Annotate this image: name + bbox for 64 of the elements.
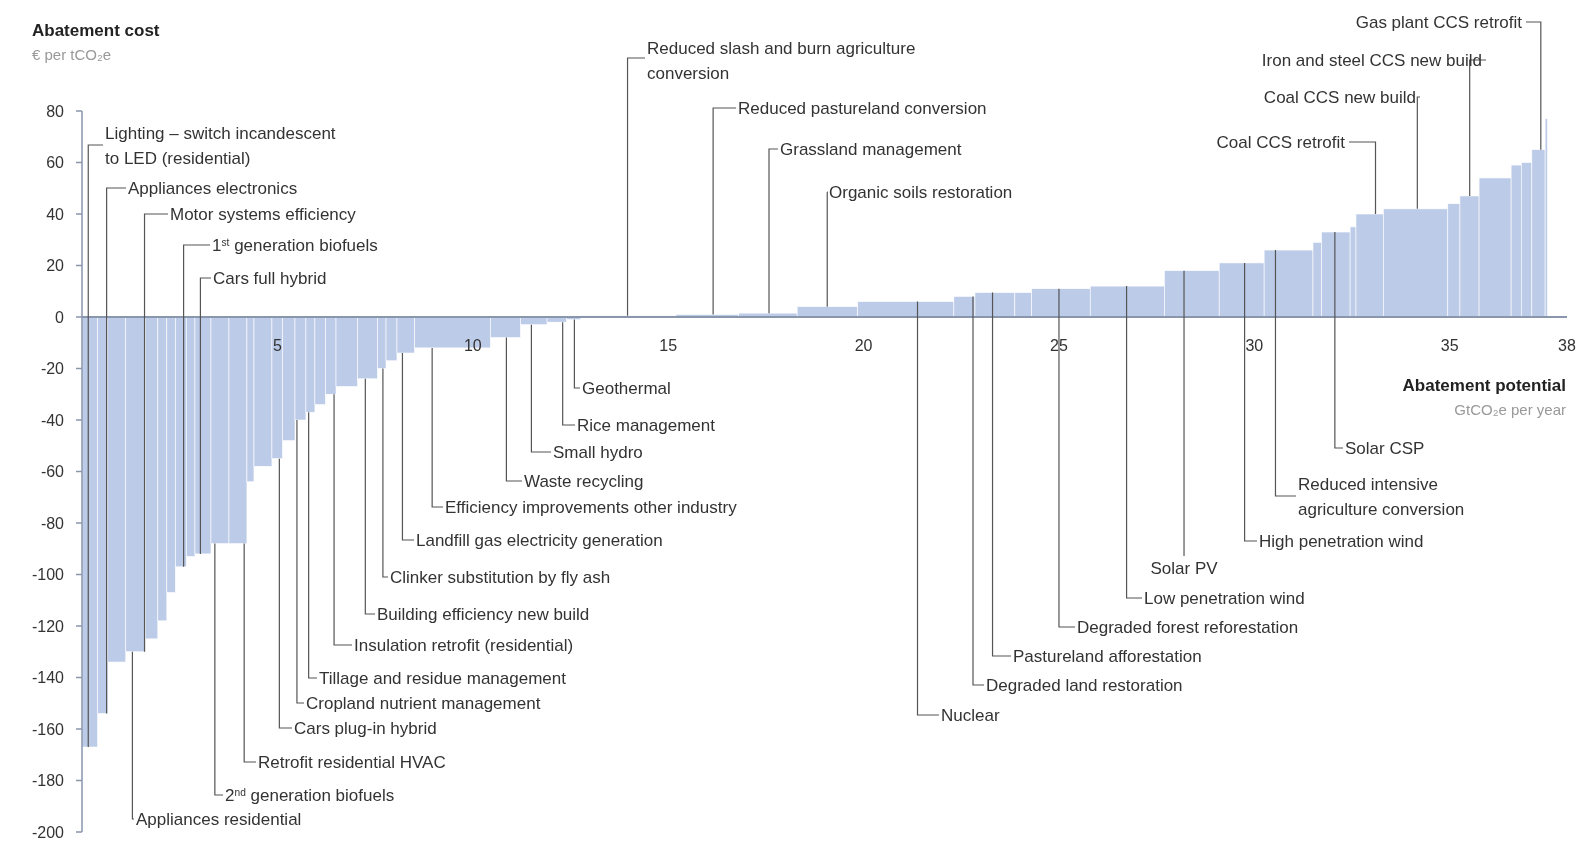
annotation: Cropland nutrient management bbox=[306, 693, 541, 713]
annotation: 1$^{st}$ generation biofuels bbox=[212, 235, 378, 255]
annotation: Geothermal bbox=[582, 378, 671, 398]
annotation: Insulation retrofit (residential) bbox=[354, 635, 574, 655]
annotation: Solar CSP bbox=[1345, 438, 1425, 458]
annotation: Small hydro bbox=[553, 442, 643, 462]
annotation: Solar PV bbox=[1150, 559, 1219, 578]
x-tick-label: 5 bbox=[272, 337, 282, 354]
annotation: Tillage and residue management bbox=[319, 668, 567, 688]
annotation: Degraded forest reforestation bbox=[1077, 617, 1299, 637]
y-tick-label: -100 bbox=[31, 566, 65, 584]
y-tick-label: -60 bbox=[40, 463, 65, 481]
y-tick-label: 20 bbox=[46, 257, 65, 275]
x-axis-title: Abatement potential bbox=[1402, 376, 1566, 395]
annotation: Building efficiency new build bbox=[377, 604, 590, 624]
annotation: Appliances residential bbox=[136, 809, 302, 829]
y-tick-label: 80 bbox=[46, 102, 65, 120]
annotation: Nuclear bbox=[941, 705, 1000, 725]
annotation: Landfill gas electricity generation bbox=[416, 530, 663, 550]
y-tick-label: 40 bbox=[46, 205, 65, 223]
y-tick-label: -140 bbox=[31, 669, 65, 687]
annotation: Pastureland afforestation bbox=[1013, 646, 1202, 666]
x-tick-label: 38 bbox=[1558, 337, 1576, 354]
annotation: Appliances electronics bbox=[128, 178, 298, 198]
x-tick-label: 20 bbox=[854, 337, 873, 354]
annotation: Gas plant CCS retrofit bbox=[1355, 12, 1523, 32]
y-tick-label: -160 bbox=[31, 720, 65, 738]
y-tick-label: -180 bbox=[31, 772, 65, 790]
x-tick-label: 25 bbox=[1050, 337, 1068, 354]
annotation: Cars plug-in hybrid bbox=[294, 718, 437, 738]
annotation: Cars full hybrid bbox=[213, 268, 327, 288]
x-tick-label: 35 bbox=[1440, 337, 1459, 354]
annotation: Iron and steel CCS new build bbox=[1261, 50, 1482, 70]
y-tick-label: 0 bbox=[55, 308, 65, 326]
y-tick-label: -120 bbox=[31, 617, 65, 635]
annotation: High penetration wind bbox=[1259, 531, 1424, 551]
annotation: GtCO₂e per year bbox=[1454, 401, 1566, 418]
y-axis-title: Abatement cost bbox=[32, 21, 160, 40]
y-tick-label: -200 bbox=[31, 823, 65, 841]
annotation: Rice management bbox=[577, 415, 716, 435]
annotation: Degraded land restoration bbox=[986, 675, 1183, 695]
annotation: Grassland management bbox=[780, 139, 962, 159]
text: € per tCO₂e bbox=[32, 46, 112, 63]
annotation: Reduced slash and burn agriculture conversion bbox=[647, 38, 916, 83]
annotation: Waste recycling bbox=[524, 471, 644, 491]
annotation: 2$^{nd}$ generation biofuels bbox=[225, 785, 395, 805]
annotation: Organic soils restoration bbox=[829, 182, 1013, 202]
annotation: Reduced pastureland conversion bbox=[738, 98, 987, 118]
y-tick-label: -80 bbox=[40, 514, 65, 532]
x-tick-label: 30 bbox=[1245, 337, 1264, 354]
y-tick-label: 60 bbox=[46, 154, 65, 172]
annotation: Retrofit residential HVAC bbox=[258, 752, 446, 772]
x-tick-label: 15 bbox=[659, 337, 678, 354]
annotation: Low penetration wind bbox=[1144, 588, 1305, 608]
annotation: Reduced intensive agriculture conversion bbox=[1298, 474, 1465, 519]
x-tick-label: 10 bbox=[463, 337, 482, 354]
annotation: Efficiency improvements other industry bbox=[445, 497, 738, 517]
annotation: Coal CCS new build bbox=[1263, 87, 1416, 107]
annotation: Clinker substitution by fly ash bbox=[390, 567, 611, 587]
annotation: Coal CCS retrofit bbox=[1216, 132, 1346, 152]
y-tick-label: -40 bbox=[40, 411, 65, 429]
y-tick-label: -20 bbox=[40, 360, 65, 378]
annotation: Motor systems efficiency bbox=[170, 204, 357, 224]
annotation: Lighting – switch incandescent to LED (residential) bbox=[105, 123, 336, 168]
